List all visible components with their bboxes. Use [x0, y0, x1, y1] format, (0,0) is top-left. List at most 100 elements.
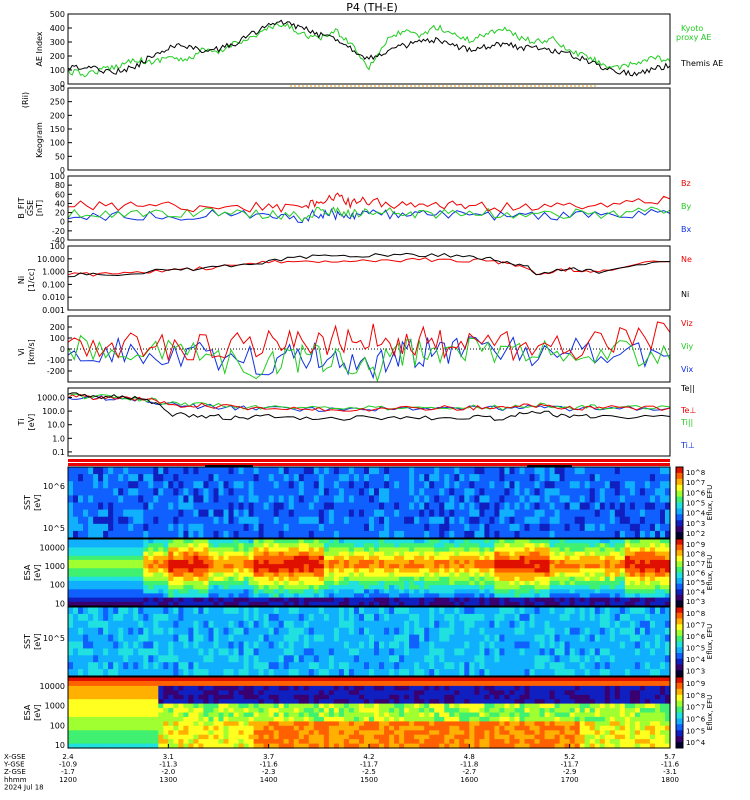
sst-electron-cell — [584, 634, 591, 643]
esa-electron-cell — [218, 716, 225, 722]
sst-ion-cell — [514, 516, 521, 525]
esa-ion-cell — [333, 564, 340, 569]
sst-ion-cell — [273, 523, 280, 532]
sst-ion-cell — [83, 481, 89, 489]
esa-ion-cell — [554, 572, 561, 578]
esa-electron-cell — [253, 685, 260, 691]
esa-ion-cell — [148, 576, 154, 582]
esa-ion-cell — [123, 597, 129, 603]
esa-ion-cell — [404, 601, 410, 607]
sst-electron-cell — [639, 655, 646, 663]
sst-ion-cell — [123, 516, 129, 525]
sst-electron-cell — [629, 620, 636, 629]
esa-ion-cell — [414, 585, 420, 590]
sst-electron-cell — [118, 662, 124, 670]
sst-electron-cell — [369, 634, 375, 643]
sst-ion-cell — [449, 481, 455, 489]
sst-ion-cell — [629, 481, 636, 489]
sst-ion-cell — [574, 523, 581, 532]
esa-ion-cell — [228, 585, 235, 590]
sst-electron-cell — [128, 655, 134, 663]
esa-ion-cell — [218, 551, 225, 557]
esa-electron-cell — [188, 725, 194, 731]
sst-electron-cell — [509, 648, 516, 656]
sst-ion-colorbar — [676, 508, 683, 515]
esa-ion-cell — [353, 585, 360, 590]
esa-ion-cell — [359, 572, 365, 578]
sst-electron-cell — [133, 662, 139, 670]
sst-ion-cell — [213, 502, 220, 511]
sst-ion-cell — [283, 523, 290, 532]
esa-electron-cell — [193, 716, 199, 722]
sst-ion-cell — [599, 474, 606, 482]
sst-ion-cell — [379, 474, 385, 482]
esa-ion-cell — [263, 555, 270, 561]
sst-ion-cell — [604, 481, 611, 489]
sst-electron-cell — [353, 641, 360, 649]
sst-electron-cell — [534, 613, 541, 622]
esa-electron-cell — [138, 721, 144, 727]
esa-ion-cell — [529, 601, 536, 607]
esa-electron-cell — [143, 739, 149, 745]
esa-ion-cell — [93, 539, 99, 544]
sst-ion-cell — [649, 495, 656, 504]
sst-electron-cell — [634, 613, 641, 622]
esa-ion-cell — [494, 551, 500, 557]
sst-ion-cell — [218, 516, 225, 525]
sst-ion-cell — [594, 509, 601, 518]
sst-electron-cell — [449, 641, 455, 649]
esa-ion-cell — [504, 597, 510, 603]
sst-ion-cell — [599, 523, 606, 532]
esa-electron-cell — [208, 685, 215, 691]
sst-ion-cell — [364, 523, 370, 532]
esa-electron-cell — [223, 743, 230, 749]
esa-electron-cell — [158, 730, 164, 736]
sst-electron-cell — [649, 627, 656, 636]
sst-electron-cell — [369, 662, 375, 670]
sst-electron-cell — [183, 613, 189, 622]
sst-electron-cell — [178, 648, 184, 656]
esa-ion-cell — [208, 601, 215, 607]
esa-electron-cell — [68, 708, 74, 714]
sst-ion-cell — [619, 474, 626, 482]
sst-ion-cell — [514, 495, 521, 504]
sst-ion-cell — [228, 495, 235, 504]
sst-electron-cell — [424, 641, 430, 649]
sst-electron-cell — [93, 634, 99, 643]
esa-ion-cell — [624, 572, 631, 578]
esa-ion-cell — [143, 585, 149, 590]
esa-ion-cell — [173, 580, 179, 586]
sst-electron-cell — [138, 648, 144, 656]
esa-ion-cell — [379, 597, 385, 603]
esa-ion-cell — [128, 539, 134, 544]
sst-ion-cell — [303, 467, 310, 475]
esa-ion-cell — [143, 551, 149, 557]
esa-ion-cell — [644, 543, 651, 548]
esa-ion-cell — [479, 576, 485, 582]
esa-ion-cell — [203, 539, 209, 544]
sst-ion-cell — [153, 509, 159, 518]
esa-electron-cell — [83, 743, 89, 749]
esa-ion-cell — [278, 543, 285, 548]
sst-electron-cell — [93, 607, 99, 615]
sst-ion-cell — [504, 467, 510, 475]
sst-electron-cell — [333, 613, 340, 622]
sst-ion-cell — [564, 509, 571, 518]
esa-ion-cell — [78, 589, 84, 595]
sst-electron-cell — [138, 620, 144, 629]
esa-electron-cell — [188, 708, 194, 714]
esa-ion-cell — [198, 564, 204, 569]
esa-ion-cell — [569, 539, 576, 544]
esa-electron-cell — [248, 712, 255, 718]
esa-ion-cell — [213, 551, 220, 557]
sst-ion-cell — [233, 474, 240, 482]
sst-ion-cell — [589, 474, 596, 482]
sst-ion-cell — [148, 474, 154, 482]
sst-ion-cell — [660, 509, 666, 518]
sst-electron-cell — [148, 607, 154, 615]
esa-ion-cell — [469, 593, 475, 599]
esa-electron-cell — [83, 712, 89, 718]
sst-ion-cell — [323, 530, 330, 539]
esa-ion-cell — [519, 589, 526, 595]
esa-ion-cell — [469, 543, 475, 548]
